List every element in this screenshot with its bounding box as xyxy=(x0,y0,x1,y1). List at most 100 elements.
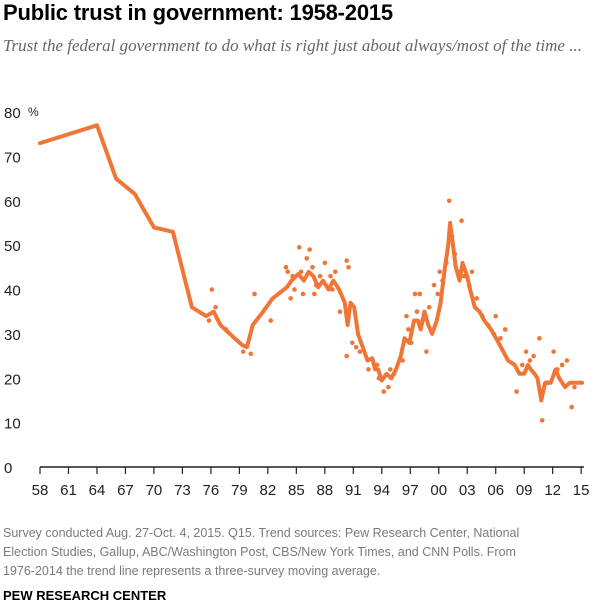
survey-dot xyxy=(531,353,536,359)
survey-dot xyxy=(435,291,441,297)
survey-dot xyxy=(283,265,289,270)
trend-line xyxy=(38,123,585,403)
survey-dot xyxy=(519,362,525,368)
survey-dot xyxy=(300,291,306,297)
survey-dot xyxy=(414,309,420,314)
survey-dot xyxy=(298,269,304,275)
survey-dot xyxy=(248,351,254,357)
y-tick-label: 40 xyxy=(4,283,21,300)
survey-dot xyxy=(213,304,218,310)
survey-dot xyxy=(426,304,432,310)
x-tick-label: 12 xyxy=(544,482,561,499)
survey-dot xyxy=(346,265,351,270)
x-tick-label: 94 xyxy=(373,482,390,499)
x-tick-label: 70 xyxy=(146,482,163,499)
survey-dot xyxy=(559,362,565,368)
survey-dot xyxy=(292,287,297,292)
survey-dot xyxy=(288,296,293,301)
survey-dot xyxy=(304,256,310,261)
y-tick-label: 30 xyxy=(4,327,21,344)
survey-dot xyxy=(337,309,343,314)
source-note-line-3: 1976-2014 the trend line represents a th… xyxy=(3,564,381,578)
survey-dot xyxy=(386,384,391,390)
survey-dot xyxy=(353,344,359,350)
survey-dot xyxy=(498,336,503,341)
y-tick-label: 80 xyxy=(4,105,21,122)
survey-dot xyxy=(268,318,274,323)
survey-dot xyxy=(424,349,429,354)
y-tick-label: 70 xyxy=(4,149,21,166)
survey-dot xyxy=(539,418,545,423)
x-tick-label: 09 xyxy=(516,482,533,499)
x-tick-label: 91 xyxy=(345,482,362,499)
x-tick-label: 97 xyxy=(402,482,419,499)
survey-dot xyxy=(572,384,577,390)
y-unit-suffix: % xyxy=(28,105,39,119)
y-tick-label: 20 xyxy=(4,371,21,388)
source-label: PEW RESEARCH CENTER xyxy=(3,588,167,603)
survey-dot xyxy=(437,269,442,275)
x-tick-label: 76 xyxy=(203,482,220,499)
y-tick-label: 60 xyxy=(4,194,21,211)
survey-dot xyxy=(514,389,519,394)
y-tick-label: 10 xyxy=(4,416,21,433)
x-tick-label: 73 xyxy=(174,482,191,499)
survey-dot xyxy=(431,282,437,288)
survey-dot xyxy=(332,269,338,275)
survey-dot xyxy=(344,258,349,263)
y-tick-label: 0 xyxy=(4,460,12,477)
survey-dot xyxy=(366,367,371,372)
survey-dot xyxy=(317,273,323,279)
survey-dot xyxy=(252,291,257,297)
survey-dot xyxy=(564,358,570,363)
survey-dot xyxy=(537,336,542,341)
x-axis: 58 61 64 67 70 73 76 79 82 85 88 91 94 97 00 03 06 09 12 15 xyxy=(32,466,590,499)
survey-dot xyxy=(328,273,333,279)
x-tick-label: 79 xyxy=(231,482,248,499)
survey-dot xyxy=(404,313,409,319)
survey-dot xyxy=(502,327,508,332)
x-tick-label: 06 xyxy=(487,482,504,499)
survey-dot xyxy=(417,291,423,297)
survey-dot xyxy=(344,353,349,359)
x-tick-label: 67 xyxy=(117,482,134,499)
survey-dot xyxy=(446,198,452,204)
source-note: Survey conducted Aug. 27-Oct. 4, 2015. Q… xyxy=(3,524,600,581)
x-tick-label: 64 xyxy=(89,482,106,499)
survey-dot xyxy=(209,287,215,292)
survey-dot xyxy=(406,327,411,332)
x-tick-label: 00 xyxy=(430,482,447,499)
x-tick-label: 15 xyxy=(573,482,590,499)
survey-dot xyxy=(307,247,312,252)
x-tick-label: 58 xyxy=(32,482,49,499)
source-note-line-1: Survey conducted Aug. 27-Oct. 4, 2015. Q… xyxy=(3,526,520,540)
x-tick-label: 61 xyxy=(60,482,77,499)
x-tick-label: 82 xyxy=(260,482,277,499)
x-tick-label: 03 xyxy=(459,482,476,499)
survey-dot xyxy=(469,269,475,275)
survey-dot xyxy=(493,313,499,319)
survey-dot xyxy=(412,291,418,297)
survey-dot xyxy=(551,349,556,354)
survey-dot xyxy=(240,349,246,354)
survey-dot xyxy=(459,218,464,224)
y-tick-label: 50 xyxy=(4,238,21,255)
survey-dot xyxy=(388,367,393,372)
source-note-line-2: Election Studies, Gallup, ABC/Washington… xyxy=(3,545,516,559)
survey-dot xyxy=(527,358,533,363)
survey-dot xyxy=(381,389,386,394)
chart-subtitle: Trust the federal government to do what … xyxy=(3,36,582,55)
survey-dot xyxy=(296,245,302,250)
line-chart: 0 10 20 30 40 50 60 70 80% 58 61 64 67 70 73 76 79 82 85 8… xyxy=(4,105,590,499)
y-axis-labels: 0 10 20 30 40 50 60 70 80% xyxy=(4,105,39,477)
chart-title: Public trust in government: 1958-2015 xyxy=(3,0,393,25)
survey-dot xyxy=(350,340,355,346)
x-tick-label: 85 xyxy=(288,482,305,499)
survey-dot xyxy=(312,291,317,297)
trend-lines xyxy=(38,123,585,403)
x-tick-label: 88 xyxy=(316,482,333,499)
survey-dot xyxy=(569,404,574,410)
survey-dot xyxy=(474,296,480,301)
survey-dot xyxy=(285,269,291,275)
survey-dot xyxy=(357,349,363,354)
